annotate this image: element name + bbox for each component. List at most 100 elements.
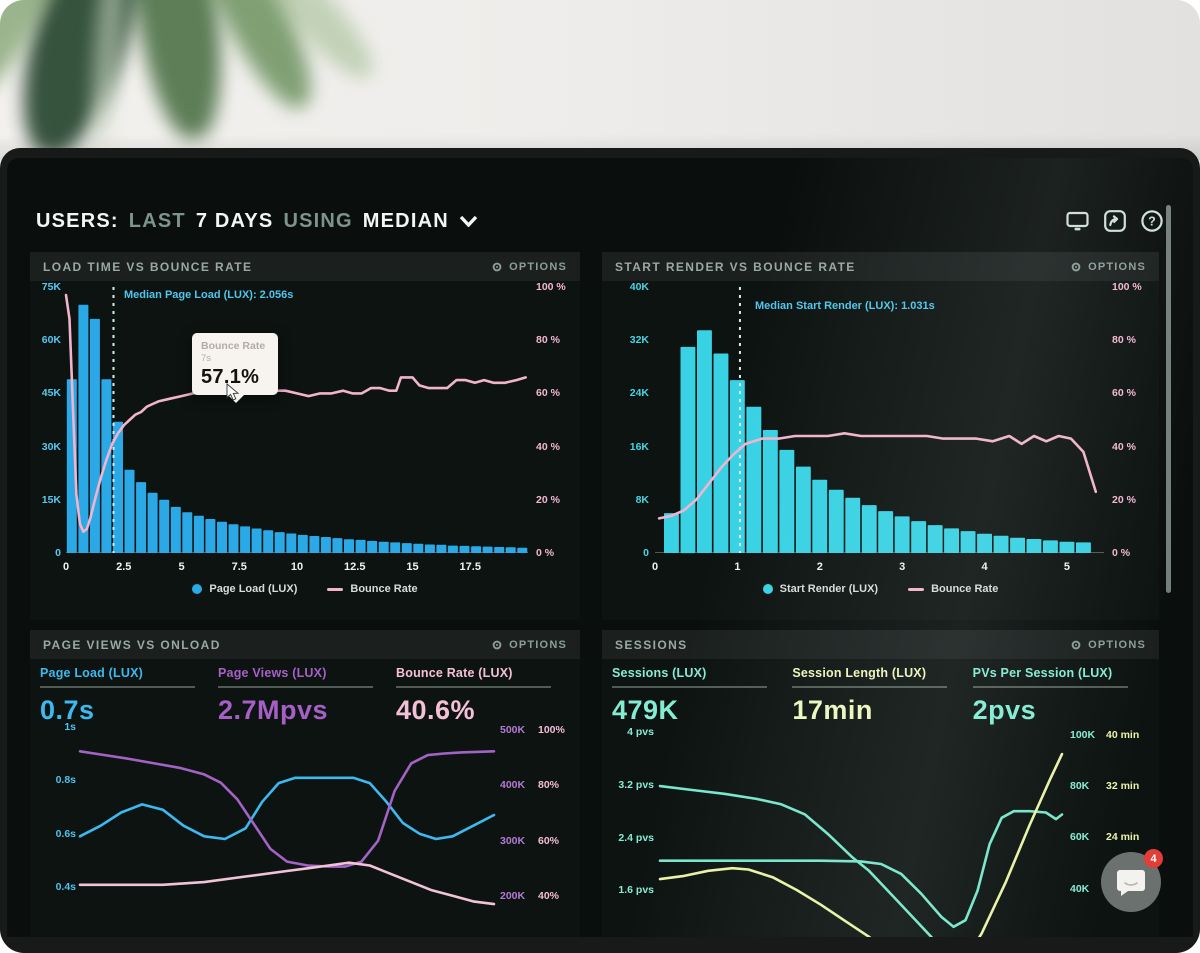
axis-tick-label: 15 <box>406 561 419 573</box>
panel-title: START RENDER VS BOUNCE RATE <box>615 259 856 274</box>
axis-tick-label: 80% <box>538 779 560 792</box>
metrics-row: Sessions (LUX) 479K Session Length (LUX)… <box>612 666 1153 726</box>
svg-text:?: ? <box>1148 214 1156 228</box>
options-label: OPTIONS <box>1088 260 1146 273</box>
users-filter-dropdown[interactable]: USERS: LAST 7 DAYS USING MEDIAN <box>36 210 478 233</box>
axis-tick-label: 8K <box>635 493 649 506</box>
title-part: MEDIAN <box>362 209 449 232</box>
axis-tick-label: 60K <box>1070 831 1090 844</box>
axis-tick-label: 0 <box>643 547 649 559</box>
y-axis-right-sessions: 100K 80K 60K 40K <box>1070 722 1102 937</box>
axis-tick-label: 40 % <box>536 440 560 453</box>
title-part: 7 DAYS <box>195 209 274 232</box>
metric-value: 479K <box>612 695 679 725</box>
gear-icon <box>1070 261 1082 273</box>
panel-title: PAGE VIEWS VS ONLOAD <box>43 637 221 652</box>
y-axis-right: 100 % 80 % 60 % 40 % 20 % 0 % <box>536 281 578 559</box>
chart-plot-area: Median Page Load (LUX): 2.056s Bounce Ra… <box>64 287 528 553</box>
panel-load-time-vs-bounce-rate: LOAD TIME VS BOUNCE RATE OPTIONS 75K 60K 4… <box>30 252 580 620</box>
axis-tick-label: 16K <box>629 440 649 453</box>
metric-pvs-per-session: PVs Per Session (LUX) 2pvs <box>972 666 1153 726</box>
metric-value: 2.7Mpvs <box>218 695 329 725</box>
y-axis-left: 4 pvs 3.2 pvs 2.4 pvs 1.6 pvs <box>610 722 654 937</box>
metric-underline <box>792 686 948 688</box>
panel-header: PAGE VIEWS VS ONLOAD OPTIONS <box>30 630 580 659</box>
metric-label: Session Length (LUX) <box>792 666 927 680</box>
axis-tick-label: 60K <box>41 334 61 347</box>
laptop-body: USERS: LAST 7 DAYS USING MEDIAN <box>0 148 1200 953</box>
metric-sessions: Sessions (LUX) 479K <box>612 666 792 726</box>
panel-header: SESSIONS OPTIONS <box>602 630 1159 659</box>
chart-plot-area: Median Start Render (LUX): 1.031s <box>655 287 1104 554</box>
axis-tick-label: 60% <box>538 834 560 847</box>
axis-tick-label: 1 <box>734 561 741 573</box>
dashboard-titlebar: USERS: LAST 7 DAYS USING MEDIAN <box>36 200 1163 242</box>
axis-tick-label: 80K <box>1070 780 1090 793</box>
axis-tick-label: 200K <box>500 889 526 902</box>
panel-header: LOAD TIME VS BOUNCE RATE OPTIONS <box>30 252 580 281</box>
axis-tick-label: 0.4s <box>55 880 76 893</box>
chart-legend: Page Load (LUX) Bounce Rate <box>30 583 580 595</box>
axis-tick-label: 10 <box>290 561 304 573</box>
chart-canvas[interactable] <box>658 722 1064 937</box>
axis-tick-label: 2 <box>816 561 823 573</box>
panel-start-render-vs-bounce-rate: START RENDER VS BOUNCE RATE OPTIONS 40K 3… <box>602 252 1159 620</box>
axis-tick-label: 0 <box>62 561 70 573</box>
axis-tick-label: 40 % <box>1112 440 1136 453</box>
tooltip-title: Bounce Rate <box>201 340 266 352</box>
axis-tick-label: 0.6s <box>55 827 76 840</box>
axis-tick-label: 24K <box>629 387 649 400</box>
x-axis: 0 2.5 5 7.5 10 12.5 15 17.5 <box>62 561 528 575</box>
axis-tick-label: 0 <box>55 547 61 559</box>
axis-tick-label: 100 % <box>1112 281 1142 293</box>
chart-plot-area <box>658 722 1064 937</box>
gear-icon <box>491 261 503 273</box>
axis-tick-label: 0 % <box>1112 547 1131 559</box>
metric-label: Bounce Rate (LUX) <box>396 666 513 680</box>
panel-title: SESSIONS <box>615 637 688 652</box>
metric-session-length: Session Length (LUX) 17min <box>792 666 972 726</box>
axis-tick-label: 7.5 <box>231 561 247 573</box>
axis-tick-label: 1.6 pvs <box>618 884 654 897</box>
share-icon[interactable] <box>1104 210 1126 232</box>
help-icon[interactable]: ? <box>1141 210 1163 232</box>
axis-tick-label: 20 % <box>536 493 560 506</box>
chart-canvas[interactable] <box>64 287 528 553</box>
axis-tick-label: 100% <box>538 724 565 737</box>
axis-tick-label: 100K <box>1070 728 1096 741</box>
options-button[interactable]: OPTIONS <box>491 261 567 273</box>
axis-tick-label: 2.5 <box>116 561 132 573</box>
chart-canvas[interactable] <box>78 722 496 937</box>
dot-swatch <box>762 584 773 594</box>
metric-bounce-rate: Bounce Rate (LUX) 40.6% <box>396 666 574 726</box>
cursor-icon <box>226 383 240 401</box>
axis-tick-label: 40K <box>629 281 649 293</box>
scrollbar[interactable] <box>1166 205 1171 593</box>
title-part: USING <box>283 209 353 232</box>
metric-underline <box>612 686 767 688</box>
options-button[interactable]: OPTIONS <box>1070 639 1146 651</box>
y-axis-left: 75K 60K 45K 30K 15K 0 <box>34 281 61 559</box>
metric-underline <box>40 686 195 688</box>
options-label: OPTIONS <box>509 638 567 651</box>
y-axis-right-minutes: 40 min 32 min 24 min <box>1106 722 1156 937</box>
tooltip-subtitle: 7s <box>201 353 212 364</box>
options-button[interactable]: OPTIONS <box>491 639 567 651</box>
axis-tick-label: 60 % <box>1112 387 1136 400</box>
chat-button[interactable]: 4 <box>1101 849 1163 912</box>
display-icon[interactable] <box>1066 211 1089 231</box>
titlebar-icons: ? <box>1066 210 1163 232</box>
notification-badge: 4 <box>1144 849 1163 868</box>
chevron-down-icon <box>459 215 478 228</box>
axis-tick-label: 32K <box>629 334 649 347</box>
chart-plot-area <box>78 722 496 937</box>
options-label: OPTIONS <box>509 260 567 273</box>
axis-tick-label: 300K <box>500 834 526 847</box>
metric-label: Page Load (LUX) <box>40 666 144 680</box>
options-button[interactable]: OPTIONS <box>1070 261 1146 273</box>
y-axis-left: 40K 32K 24K 16K 8K 0 <box>610 281 649 559</box>
chart-canvas[interactable] <box>655 287 1104 554</box>
legend-item: Bounce Rate <box>327 583 418 595</box>
metric-underline <box>218 686 373 688</box>
